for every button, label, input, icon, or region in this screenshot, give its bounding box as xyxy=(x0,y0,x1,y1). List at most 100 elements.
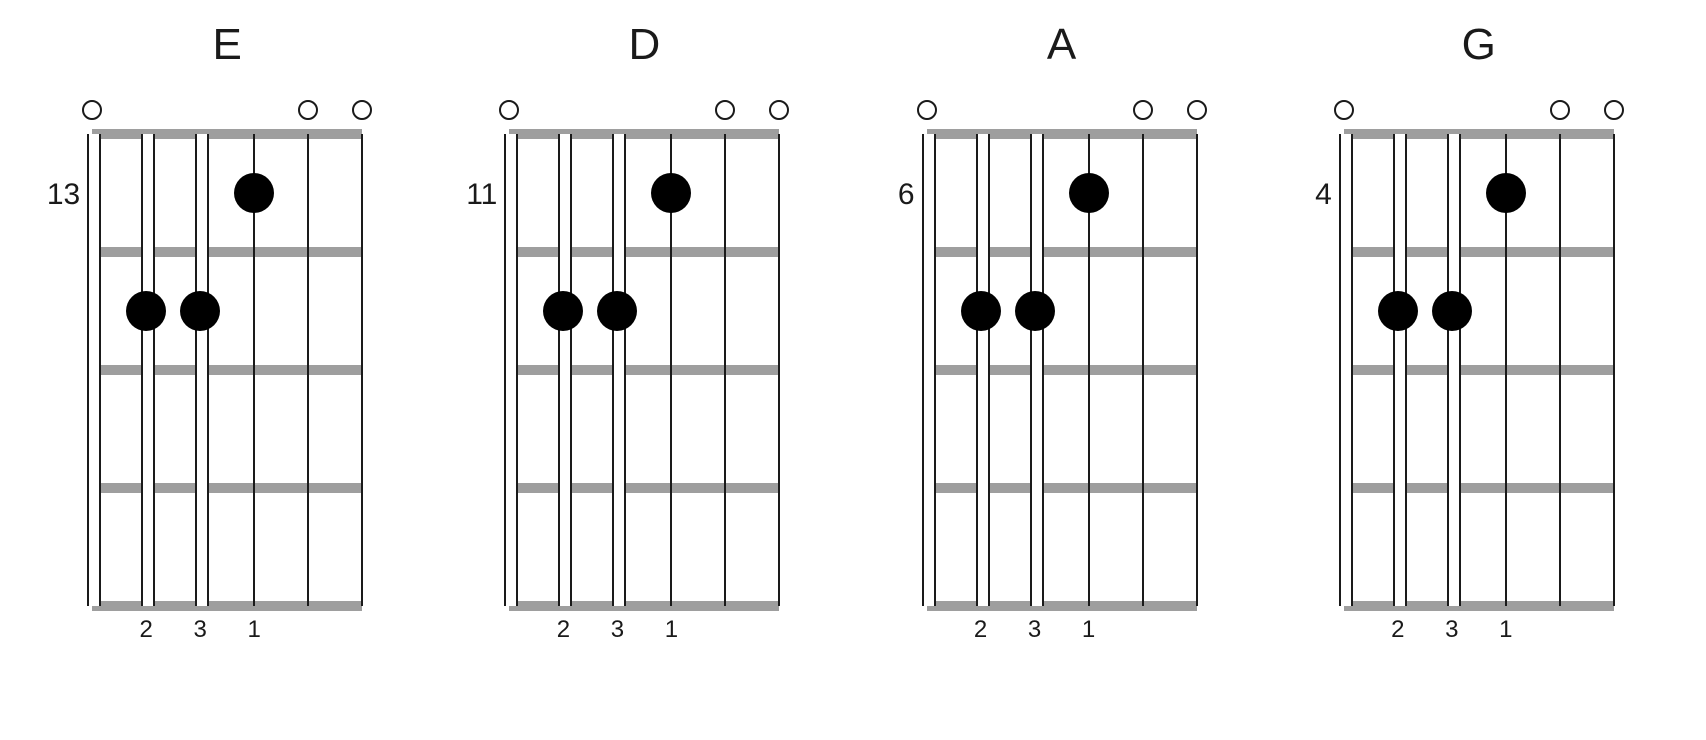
string-line xyxy=(361,134,363,606)
open-string-marker xyxy=(1133,100,1153,120)
string-line xyxy=(562,134,564,606)
nut-line xyxy=(92,129,362,139)
open-string-marker xyxy=(1334,100,1354,120)
starting-fret-label: 11 xyxy=(466,178,497,212)
string-line xyxy=(778,134,780,606)
fret-line xyxy=(509,247,779,257)
nut-line xyxy=(509,129,779,139)
fretboard xyxy=(92,134,362,606)
fret-line xyxy=(927,247,1197,257)
diagram-wrap: 1 32 3 1 xyxy=(92,100,362,646)
open-string-marker xyxy=(917,100,937,120)
open-string-row xyxy=(927,100,1197,128)
starting-fret-label: 4 xyxy=(1315,178,1332,212)
finger-dot xyxy=(597,291,637,331)
string-line xyxy=(1613,134,1615,606)
finger-number-row: 2 3 1 xyxy=(92,616,362,646)
fret-line xyxy=(1344,365,1614,375)
string-line xyxy=(1559,134,1561,606)
string-line xyxy=(926,134,928,606)
string-line xyxy=(980,134,982,606)
chord-diagram: D 11 2 3 1 xyxy=(454,20,834,646)
finger-number: 3 xyxy=(1445,616,1458,644)
finger-dot xyxy=(180,291,220,331)
finger-dot xyxy=(1432,291,1472,331)
chord-diagram: E 13 2 3 1 xyxy=(37,20,417,646)
finger-number: 3 xyxy=(611,616,624,644)
open-string-row xyxy=(1344,100,1614,128)
open-string-marker xyxy=(298,100,318,120)
fret-line xyxy=(509,365,779,375)
finger-dot xyxy=(126,291,166,331)
chord-diagram: G4231 xyxy=(1289,20,1669,646)
fretboard xyxy=(509,134,779,606)
finger-dot xyxy=(1378,291,1418,331)
finger-dot xyxy=(543,291,583,331)
string-line xyxy=(307,134,309,606)
open-string-row xyxy=(509,100,779,128)
string-line xyxy=(199,134,201,606)
finger-dot xyxy=(651,173,691,213)
chord-name: D xyxy=(628,20,660,70)
diagram-wrap: 4231 xyxy=(1344,100,1614,646)
open-string-marker xyxy=(769,100,789,120)
string-line xyxy=(1034,134,1036,606)
finger-number: 3 xyxy=(1028,616,1041,644)
finger-number: 3 xyxy=(194,616,207,644)
open-string-marker xyxy=(82,100,102,120)
fret-line xyxy=(92,483,362,493)
finger-number-row: 2 3 1 xyxy=(927,616,1197,646)
nut-line xyxy=(927,129,1197,139)
fretboard xyxy=(927,134,1197,606)
grid-column: 231 xyxy=(1344,100,1614,646)
finger-number: 1 xyxy=(248,616,261,644)
finger-number-row: 231 xyxy=(1344,616,1614,646)
grid-column: 2 3 1 xyxy=(509,100,779,646)
finger-dot xyxy=(234,173,274,213)
string-line xyxy=(1196,134,1198,606)
open-string-marker xyxy=(352,100,372,120)
fret-line xyxy=(927,365,1197,375)
finger-number-row: 2 3 1 xyxy=(509,616,779,646)
starting-fret-label: 6 xyxy=(898,178,915,212)
fret-line xyxy=(92,365,362,375)
chord-name: G xyxy=(1462,20,1496,70)
finger-number: 1 xyxy=(665,616,678,644)
string-line xyxy=(1397,134,1399,606)
grid-column: 2 3 1 xyxy=(927,100,1197,646)
fret-line xyxy=(92,247,362,257)
fret-line xyxy=(1344,601,1614,611)
string-line xyxy=(91,134,93,606)
finger-number: 1 xyxy=(1082,616,1095,644)
grid-column: 2 3 1 xyxy=(92,100,362,646)
diagram-wrap: 11231 xyxy=(509,100,779,646)
string-line xyxy=(616,134,618,606)
finger-number: 2 xyxy=(140,616,153,644)
open-string-row xyxy=(92,100,362,128)
string-line xyxy=(1451,134,1453,606)
string-line xyxy=(145,134,147,606)
finger-dot xyxy=(1486,173,1526,213)
diagram-wrap: 6231 xyxy=(927,100,1197,646)
fret-line xyxy=(927,601,1197,611)
fret-line xyxy=(1344,483,1614,493)
chord-diagram: A 6 2 3 1 xyxy=(872,20,1252,646)
chord-name: E xyxy=(213,20,242,70)
finger-dot xyxy=(1015,291,1055,331)
fret-line xyxy=(92,601,362,611)
fret-line xyxy=(509,601,779,611)
fret-line xyxy=(1344,247,1614,257)
chord-name: A xyxy=(1047,20,1076,70)
string-line xyxy=(1343,134,1345,606)
starting-fret-label: 13 xyxy=(47,178,80,212)
finger-number: 2 xyxy=(974,616,987,644)
open-string-marker xyxy=(1604,100,1624,120)
fret-line xyxy=(927,483,1197,493)
finger-number: 2 xyxy=(1391,616,1404,644)
open-string-marker xyxy=(499,100,519,120)
fretboard xyxy=(1344,134,1614,606)
open-string-marker xyxy=(1187,100,1207,120)
string-line xyxy=(724,134,726,606)
string-line xyxy=(1142,134,1144,606)
finger-number: 2 xyxy=(557,616,570,644)
